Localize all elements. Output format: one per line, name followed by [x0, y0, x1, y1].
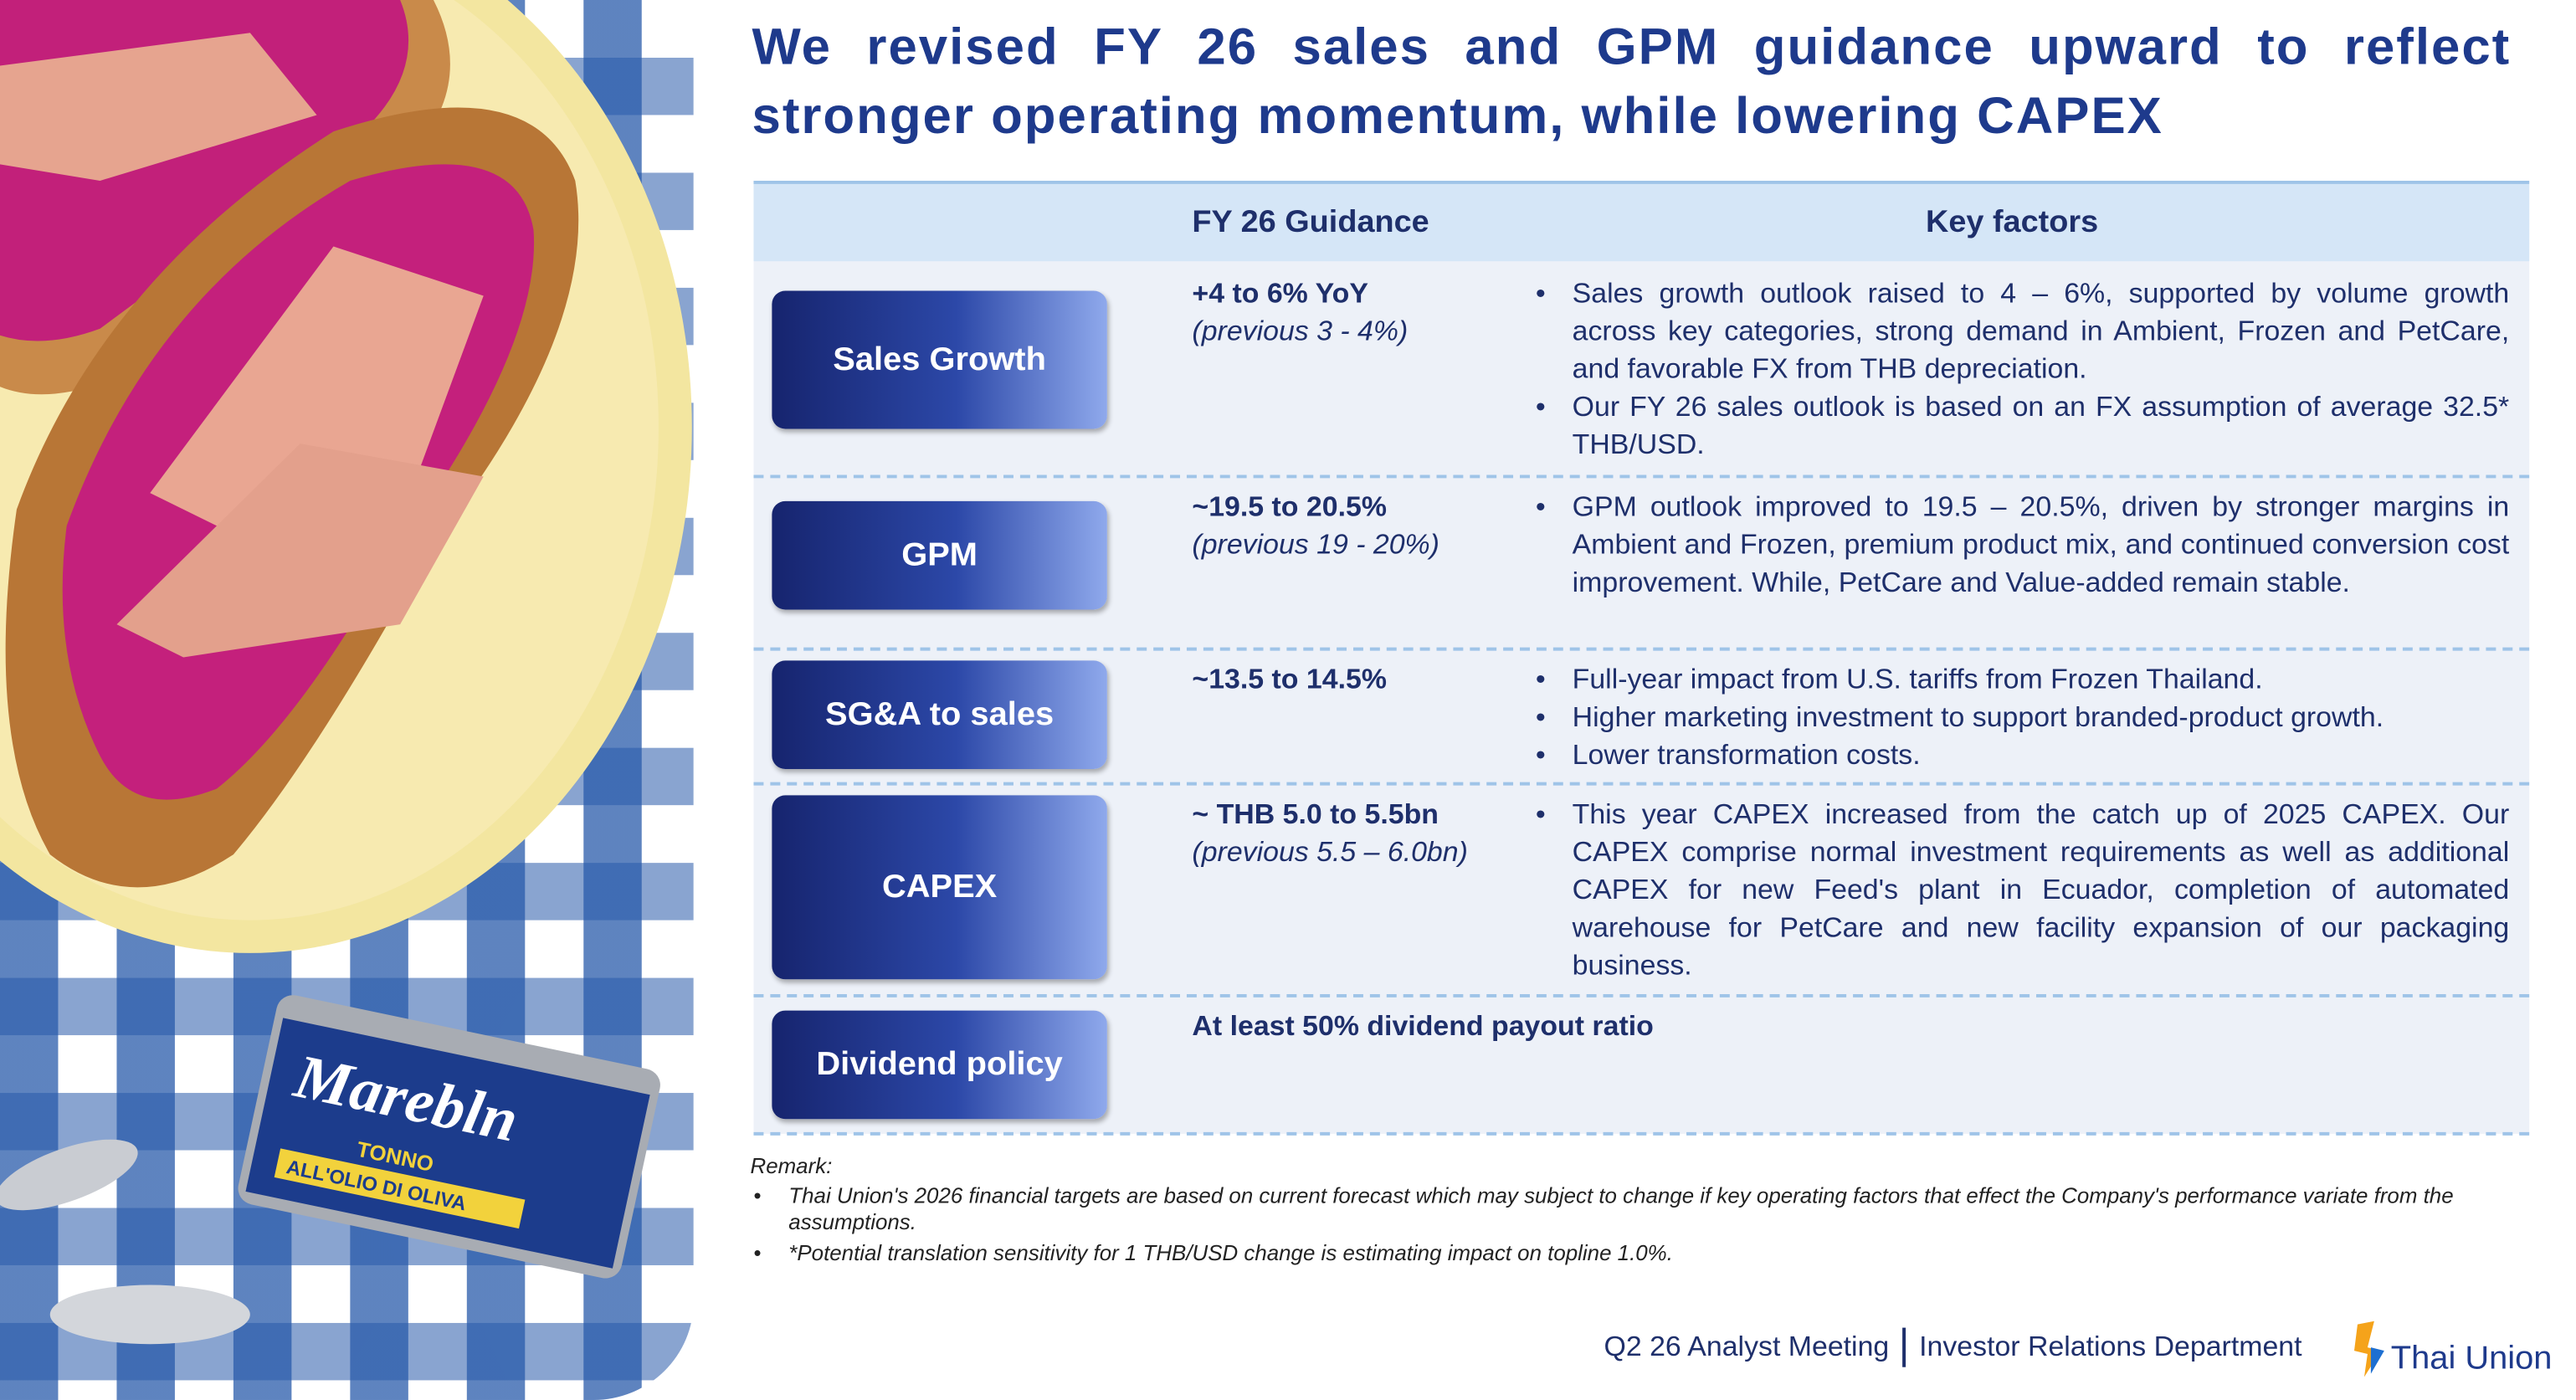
can-label — [245, 1018, 650, 1269]
row-label: Dividend policy — [772, 1010, 1107, 1120]
key-factor: Higher marketing investment to support b… — [1532, 699, 2509, 736]
key-factor: Full-year impact from U.S. tariffs from … — [1532, 660, 2509, 698]
key-factor: Our FY 26 sales outlook is based on an F… — [1532, 387, 2509, 463]
key-factors: GPM outlook improved to 19.5 – 20.5%, dr… — [1532, 488, 2509, 601]
key-factors: Sales growth outlook raised to 4 – 6%, s… — [1532, 274, 2509, 464]
guidance-value: ~ THB 5.0 to 5.5bn — [1192, 798, 1439, 830]
separator — [1902, 1327, 1906, 1367]
row-label: SG&A to sales — [772, 660, 1107, 769]
guidance-previous: (previous 19 - 20%) — [1192, 529, 1439, 561]
guidance-previous: (previous 5.5 – 6.0bn) — [1192, 836, 1468, 868]
row-label: GPM — [772, 500, 1107, 610]
footer-meeting: Q2 26 Analyst Meeting — [1604, 1331, 1890, 1362]
guidance: ~ THB 5.0 to 5.5bn (previous 5.5 – 6.0bn) — [1192, 795, 1467, 870]
key-factor: GPM outlook improved to 19.5 – 20.5%, dr… — [1532, 488, 2509, 601]
guidance-value: ~19.5 to 20.5% — [1192, 491, 1387, 523]
row-label: Sales Growth — [772, 290, 1107, 429]
guidance-previous: (previous 3 - 4%) — [1192, 315, 1409, 347]
table-row: SG&A to sales ~13.5 to 14.5% Full-year imp… — [753, 648, 2530, 786]
guidance-value: At least 50% dividend payout ratio — [1192, 1010, 1654, 1042]
remarks-title: Remark: — [750, 1153, 833, 1178]
key-factor: Lower transformation costs. — [1532, 736, 2509, 774]
guidance-table: FY 26 Guidance Key factors Sales Growth +… — [753, 180, 2530, 1136]
column-header: Key factors — [1925, 205, 2099, 240]
footer: Q2 26 Analyst Meeting Investor Relations… — [1604, 1327, 2302, 1367]
tuna-can: Marebln TONNO ALL'OLIO DI OLIVA — [238, 995, 660, 1279]
key-factors: Full-year impact from U.S. tariffs from … — [1532, 660, 2509, 773]
guidance: +4 to 6% YoY (previous 3 - 4%) — [1192, 274, 1408, 350]
table-row: GPM ~19.5 to 20.5% (previous 19 - 20%) GPM … — [753, 474, 2530, 651]
photo-art: Marebln TONNO ALL'OLIO DI OLIVA — [0, 0, 692, 1345]
food-photo: Marebln TONNO ALL'OLIO DI OLIVA — [0, 0, 694, 1400]
table-row: Sales Growth +4 to 6% YoY (previous 3 - 4%… — [753, 261, 2530, 479]
table-header — [753, 183, 2530, 262]
column-header: FY 26 Guidance — [1192, 205, 1429, 240]
table-row: Dividend policy At least 50% dividend pay… — [753, 994, 2530, 1136]
remark-item: *Potential translation sensitivity for 1… — [750, 1241, 2484, 1267]
company-logo: Thai Union — [2353, 1321, 2553, 1377]
key-factor: Sales growth outlook raised to 4 – 6%, s… — [1532, 274, 2509, 387]
remarks-list: Thai Union's 2026 financial targets are … — [750, 1183, 2484, 1267]
guidance: ~13.5 to 14.5% — [1192, 660, 1387, 698]
guidance-value: ~13.5 to 14.5% — [1192, 664, 1387, 695]
spoon — [0, 1139, 138, 1211]
remark-item: Thai Union's 2026 financial targets are … — [750, 1183, 2484, 1236]
spoon — [49, 1285, 250, 1345]
guidance: At least 50% dividend payout ratio — [1192, 1008, 1653, 1045]
tuna — [0, 33, 317, 181]
logo-text: Thai Union — [2391, 1340, 2553, 1377]
key-factors: This year CAPEX increased from the catch… — [1532, 795, 2509, 984]
table-row: CAPEX ~ THB 5.0 to 5.5bn (previous 5.5 – 6… — [753, 782, 2530, 997]
key-factor: This year CAPEX increased from the catch… — [1532, 795, 2509, 984]
slide-title: We revised FY 26 sales and GPM guidance … — [752, 18, 2512, 145]
footer-department: Investor Relations Department — [1919, 1331, 2302, 1362]
logo-mark — [2370, 1347, 2384, 1374]
remarks: Remark: Thai Union's 2026 financial targ… — [750, 1153, 2484, 1271]
can-band — [274, 1148, 526, 1229]
guidance-value: +4 to 6% YoY — [1192, 277, 1368, 310]
tuna — [116, 444, 484, 658]
logo-mark — [2353, 1321, 2381, 1377]
row-label: CAPEX — [772, 795, 1107, 980]
guidance: ~19.5 to 20.5% (previous 19 - 20%) — [1192, 488, 1439, 563]
